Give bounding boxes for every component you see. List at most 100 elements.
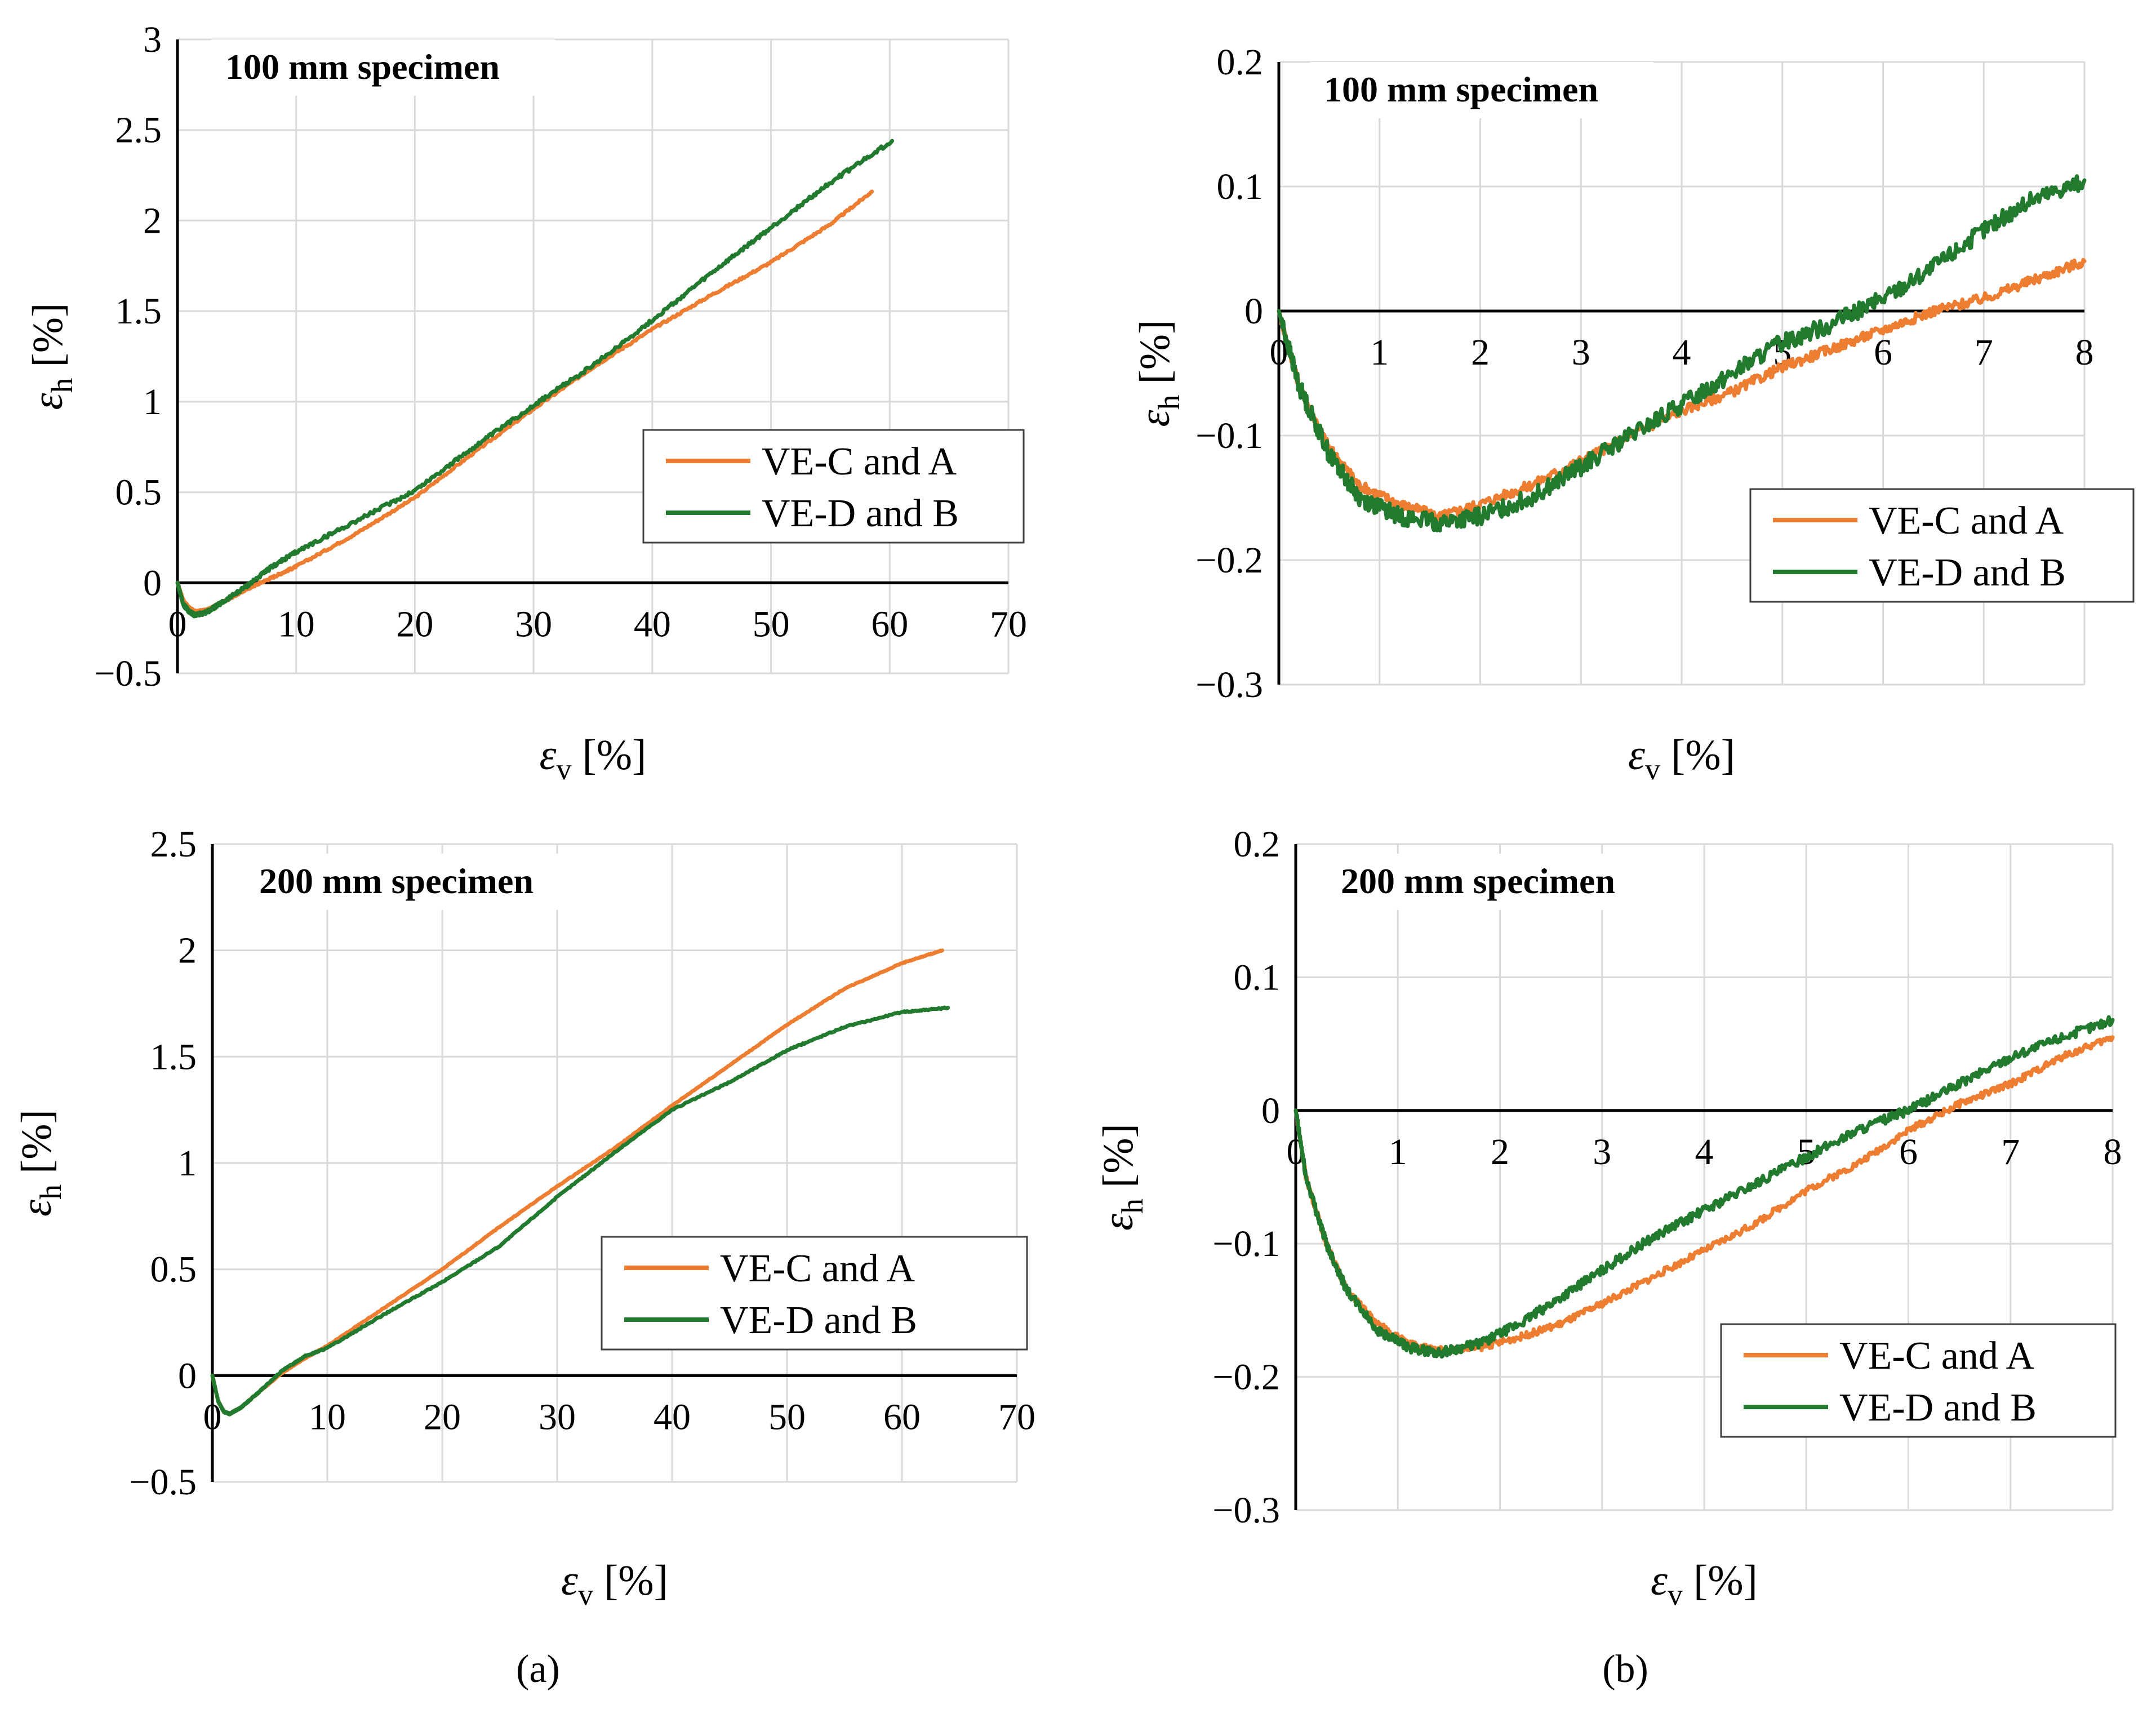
- x-tick-label: 60: [883, 1396, 921, 1437]
- y-tick-label: 0: [178, 1355, 197, 1396]
- y-tick-label: 0.1: [1234, 957, 1281, 998]
- x-tick-label: 40: [654, 1396, 691, 1437]
- y-tick-label: 1.5: [115, 291, 162, 332]
- y-tick-label: 2: [178, 930, 197, 971]
- y-axis-title-subscript: h: [1152, 394, 1186, 410]
- series-line-ve-d-and-b: [1293, 1015, 2115, 1359]
- x-tick-label: 2: [1491, 1131, 1509, 1173]
- x-tick-label: 30: [515, 603, 552, 645]
- x-tick-label: 2: [1471, 332, 1490, 373]
- x-tick-label: 6: [1899, 1131, 1918, 1173]
- x-axis-title: εv [%]: [1628, 731, 1735, 786]
- y-tick-label: 0.2: [1234, 824, 1281, 865]
- series-line-ve-d-and-b: [175, 139, 894, 619]
- gridlines: [177, 38, 1010, 674]
- panel-label-b: (b): [1602, 1648, 1648, 1691]
- y-tick-label: −0.5: [129, 1462, 197, 1503]
- y-axis-title-unit: [%]: [13, 1109, 60, 1184]
- x-tick-label: 0: [168, 603, 187, 645]
- x-tick-label: 70: [990, 603, 1027, 645]
- y-tick-label: 0: [143, 562, 162, 603]
- y-axis-title-subscript: h: [45, 378, 79, 393]
- x-tick-label: 60: [871, 603, 908, 645]
- y-axis-title-unit: [%]: [1131, 320, 1179, 395]
- x-tick-label: 30: [539, 1396, 576, 1437]
- x-tick-label: 6: [1874, 332, 1892, 373]
- y-tick-label: −0.1: [1195, 415, 1263, 456]
- y-axis-title-symbol: ε: [1095, 1214, 1142, 1231]
- y-axis-title-subscript: h: [34, 1184, 68, 1200]
- y-tick-label: −0.2: [1212, 1357, 1280, 1398]
- y-tick-label: 2.5: [150, 824, 197, 865]
- chart-title: 100 mm specimen: [225, 47, 500, 87]
- chart-title-bg: [211, 39, 555, 96]
- y-axis-title-unit: [%]: [24, 303, 72, 378]
- y-axis-title-symbol: ε: [13, 1200, 60, 1217]
- y-tick-label: 0.5: [115, 472, 162, 513]
- y-axis-title: εh [%]: [13, 1109, 68, 1217]
- x-tick-label: 7: [2001, 1131, 2020, 1173]
- y-tick-label: −0.1: [1212, 1223, 1280, 1264]
- x-axis-title-subscript: v: [578, 1578, 593, 1612]
- x-tick-label: 70: [998, 1396, 1035, 1437]
- x-axis-title-symbol: ε: [1628, 731, 1645, 779]
- legend-entry: VE-D and B: [762, 492, 959, 535]
- series-line-ve-d-and-b: [210, 1005, 950, 1417]
- legend-box: [1720, 1323, 2117, 1438]
- y-axis-title-symbol: ε: [24, 393, 72, 410]
- y-tick-label: −0.5: [94, 653, 162, 694]
- y-axis-title: εh [%]: [1095, 1124, 1149, 1231]
- legend-entry: VE-C and A: [720, 1247, 915, 1290]
- y-tick-label: 2.5: [115, 110, 162, 151]
- x-tick-label: 50: [768, 1396, 806, 1437]
- x-tick-label: 50: [753, 603, 790, 645]
- y-tick-label: 0.5: [150, 1249, 197, 1290]
- series-line-ve-c-and-a: [1277, 258, 2087, 521]
- panel-label-a: (a): [516, 1648, 560, 1691]
- legend-entry: VE-D and B: [720, 1299, 917, 1342]
- x-axis-title: εv [%]: [540, 731, 647, 786]
- x-axis-title: εv [%]: [1651, 1557, 1758, 1612]
- y-axis-title: εh [%]: [1131, 320, 1186, 427]
- x-axis-title-unit: [%]: [1660, 731, 1735, 779]
- y-axis-title-symbol: ε: [1131, 410, 1179, 427]
- x-tick-label: 1: [1370, 332, 1389, 373]
- x-tick-label: 4: [1673, 332, 1691, 373]
- legend-box: [642, 429, 1025, 544]
- x-axis-title-unit: [%]: [1683, 1557, 1758, 1604]
- y-tick-label: 1: [143, 381, 162, 423]
- x-axis-title-unit: [%]: [593, 1557, 668, 1604]
- x-axis-title-subscript: v: [1668, 1578, 1683, 1612]
- series-line-ve-d-and-b: [1277, 174, 2087, 532]
- x-tick-label: 8: [2104, 1131, 2122, 1173]
- legend-entry: VE-C and A: [1869, 499, 2064, 543]
- y-tick-label: 0: [1244, 291, 1263, 332]
- x-tick-label: 7: [1975, 332, 1993, 373]
- y-axis-title-unit: [%]: [1095, 1124, 1142, 1198]
- x-tick-label: 1: [1389, 1131, 1407, 1173]
- x-tick-label: 8: [2075, 332, 2094, 373]
- x-tick-label: 3: [1572, 332, 1590, 373]
- y-tick-label: 0.1: [1217, 166, 1264, 207]
- x-tick-label: 10: [309, 1396, 346, 1437]
- y-axis-title: εh [%]: [24, 303, 79, 410]
- x-axis-title: εv [%]: [561, 1557, 668, 1612]
- y-tick-label: 0.2: [1217, 42, 1264, 83]
- legend-box: [601, 1236, 1028, 1351]
- x-tick-label: 40: [634, 603, 671, 645]
- legend-box: [1749, 488, 2135, 603]
- y-tick-label: 1: [178, 1143, 197, 1184]
- x-tick-label: 3: [1593, 1131, 1611, 1173]
- x-tick-label: 20: [424, 1396, 461, 1437]
- y-tick-label: 3: [143, 19, 162, 60]
- y-tick-label: −0.3: [1195, 664, 1263, 705]
- y-tick-label: 1.5: [150, 1036, 197, 1077]
- x-axis-title-symbol: ε: [561, 1557, 578, 1604]
- y-tick-label: −0.2: [1195, 540, 1263, 581]
- y-tick-label: −0.3: [1212, 1490, 1280, 1531]
